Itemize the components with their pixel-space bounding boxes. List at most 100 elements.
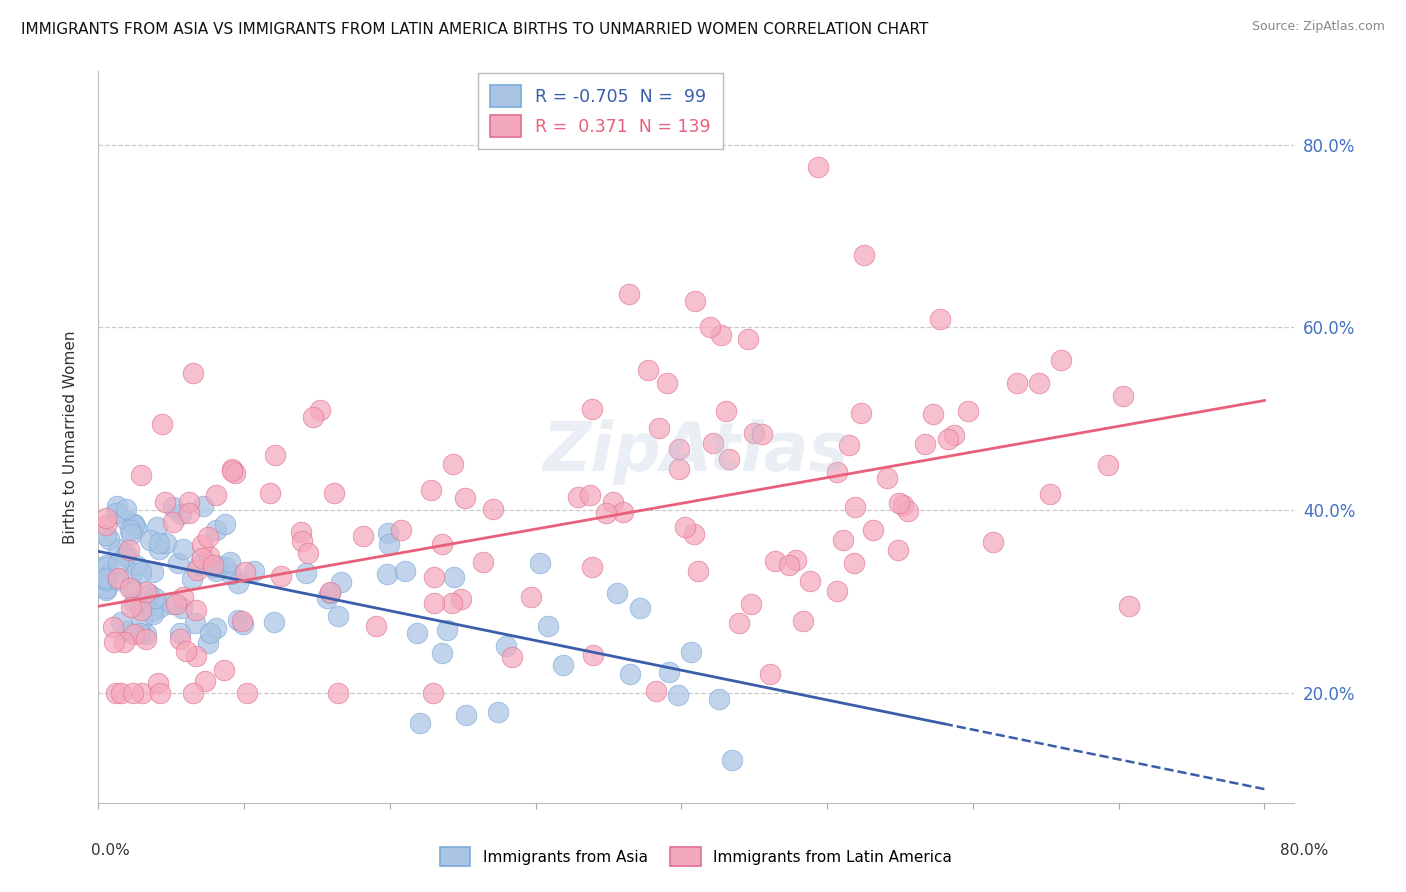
Point xyxy=(129,566,152,580)
Point xyxy=(710,327,733,342)
Point xyxy=(181,572,204,586)
Point xyxy=(1050,353,1073,368)
Point xyxy=(849,406,872,420)
Point xyxy=(105,499,128,513)
Point xyxy=(115,624,138,639)
Point xyxy=(862,523,884,537)
Point xyxy=(648,420,671,434)
Point xyxy=(301,409,323,424)
Point xyxy=(309,402,332,417)
Point xyxy=(1028,376,1050,390)
Point xyxy=(218,555,240,569)
Point xyxy=(128,626,150,640)
Point xyxy=(709,691,731,706)
Point xyxy=(122,516,145,531)
Point xyxy=(94,528,117,542)
Point xyxy=(224,467,246,481)
Point xyxy=(942,428,965,442)
Point xyxy=(207,558,229,573)
Point xyxy=(420,483,443,498)
Point xyxy=(148,542,170,557)
Point xyxy=(842,556,865,570)
Point xyxy=(981,535,1004,549)
Point xyxy=(107,542,129,557)
Point xyxy=(443,570,465,584)
Point xyxy=(897,504,920,518)
Point xyxy=(778,558,800,572)
Point xyxy=(430,537,453,551)
Point xyxy=(740,597,762,611)
Point xyxy=(135,627,157,641)
Point xyxy=(103,635,125,649)
Point xyxy=(436,623,458,637)
Point xyxy=(423,596,446,610)
Point xyxy=(295,566,318,580)
Point xyxy=(1097,458,1119,473)
Point xyxy=(825,584,848,599)
Point xyxy=(131,602,153,616)
Point xyxy=(97,566,120,581)
Point xyxy=(887,542,910,557)
Point xyxy=(194,673,217,688)
Point xyxy=(138,586,160,600)
Point xyxy=(202,560,225,574)
Point xyxy=(142,607,165,621)
Point xyxy=(326,608,349,623)
Point xyxy=(366,618,388,632)
Point xyxy=(785,552,807,566)
Point xyxy=(122,518,145,533)
Point xyxy=(214,559,236,574)
Point xyxy=(619,667,641,681)
Point xyxy=(94,582,117,597)
Point xyxy=(702,436,724,450)
Point xyxy=(155,536,177,550)
Point xyxy=(936,432,959,446)
Point xyxy=(205,622,228,636)
Point xyxy=(122,686,145,700)
Point xyxy=(263,615,285,629)
Point xyxy=(353,528,375,542)
Point xyxy=(270,569,292,583)
Point xyxy=(243,564,266,578)
Point xyxy=(628,600,651,615)
Point xyxy=(122,627,145,641)
Point xyxy=(319,584,342,599)
Point xyxy=(110,686,132,700)
Point xyxy=(232,616,254,631)
Point xyxy=(792,614,814,628)
Point xyxy=(125,558,148,572)
Point xyxy=(329,575,352,590)
Point xyxy=(181,366,204,380)
Point xyxy=(472,555,495,569)
Point xyxy=(148,676,170,690)
Point xyxy=(551,658,574,673)
Point xyxy=(162,500,184,514)
Point xyxy=(501,650,523,665)
Point xyxy=(131,613,153,627)
Point xyxy=(891,498,914,512)
Point xyxy=(668,442,690,456)
Point xyxy=(120,600,142,615)
Point xyxy=(205,524,228,538)
Point xyxy=(94,511,117,525)
Point xyxy=(193,499,215,513)
Point xyxy=(844,500,866,514)
Point xyxy=(149,686,172,700)
Point xyxy=(148,600,170,615)
Point xyxy=(146,520,169,534)
Y-axis label: Births to Unmarried Women: Births to Unmarried Women xyxy=(63,330,77,544)
Point xyxy=(94,570,117,584)
Point xyxy=(806,160,828,174)
Point xyxy=(117,543,139,558)
Point xyxy=(686,564,709,578)
Point xyxy=(721,753,744,767)
Point xyxy=(135,632,157,646)
Point xyxy=(184,616,207,631)
Point xyxy=(606,585,628,599)
Point xyxy=(121,581,143,595)
Point xyxy=(529,556,551,570)
Point xyxy=(118,581,141,595)
Point xyxy=(1005,376,1028,390)
Point xyxy=(169,632,191,647)
Point xyxy=(101,620,124,634)
